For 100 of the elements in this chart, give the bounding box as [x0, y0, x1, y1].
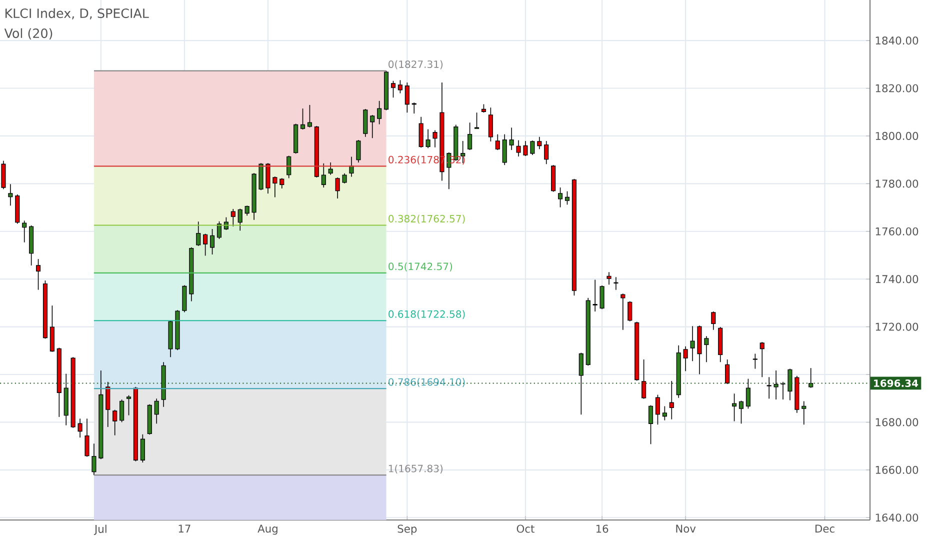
candlestick [468, 122, 472, 150]
x-tick-label: 16 [596, 524, 608, 533]
x-tick-label: 17 [178, 524, 190, 532]
y-tick-label: 1720.00 [876, 322, 918, 331]
candlestick [780, 381, 786, 400]
x-tick-label: Aug [258, 524, 278, 535]
ref-line-label: 0.618(1722.58) [388, 310, 465, 320]
candlestick [335, 177, 340, 199]
ref-line-label: 1(1657.83) [388, 464, 443, 474]
candlestick [106, 381, 110, 428]
x-tick-label: Jul [94, 524, 106, 535]
x-tick-label: Oct [516, 524, 534, 533]
candlestick [349, 156, 354, 178]
candlestick [704, 336, 709, 362]
candlestick [788, 368, 792, 401]
x-tick-label: Dec [815, 524, 834, 533]
y-tick-label: 1800.00 [876, 132, 918, 140]
candlestick [1, 160, 6, 190]
y-tick-label: 1760.00 [876, 227, 918, 236]
candlestick [766, 376, 772, 399]
candlestick [370, 114, 375, 139]
candlestick [120, 399, 124, 423]
candlestick [592, 279, 598, 312]
candlestick [418, 116, 424, 148]
ref-line-label: 0(1827.31) [388, 60, 443, 70]
candlestick [614, 276, 618, 290]
candlestick [725, 359, 730, 384]
candlestick [495, 134, 500, 150]
candlestick [154, 398, 159, 424]
ref-line-label: 1696.34 [874, 379, 918, 388]
candlestick [516, 140, 521, 157]
candlestick [606, 272, 612, 285]
candlestick [488, 107, 493, 142]
candlestick [398, 80, 402, 94]
candlestick [669, 380, 674, 420]
candlestick [578, 352, 584, 415]
candlestick [356, 140, 361, 163]
candlestick [390, 80, 396, 98]
candlestick [321, 162, 326, 188]
candlestick [286, 155, 292, 179]
y-tick-label: 1680.00 [876, 418, 918, 426]
candlestick [774, 370, 778, 400]
candlestick [203, 233, 208, 256]
candlestick [140, 434, 145, 463]
candlestick [746, 378, 750, 410]
text: KLCI Index, D, SPECIAL [6, 8, 149, 20]
candlestick [426, 128, 430, 149]
candlestick [732, 393, 737, 422]
candlestick [620, 293, 626, 330]
candlestick [655, 394, 660, 425]
candlestick [711, 311, 716, 330]
candlestick [752, 353, 758, 370]
candlestick [642, 359, 646, 400]
candlestick [432, 130, 438, 148]
x-tick-label: Sep [398, 524, 417, 535]
candlestick [648, 404, 654, 445]
candlestick [280, 178, 284, 189]
candlestick [8, 184, 13, 206]
candlestick [760, 342, 764, 378]
ref-line-label: 0.786(1694.10) [388, 378, 465, 387]
candlestick [537, 136, 542, 150]
candlestick [244, 205, 250, 216]
y-tick-label: 1640.00 [876, 514, 918, 522]
candlestick [272, 176, 278, 198]
candlestick [300, 108, 306, 130]
y-tick-label: 1740.00 [876, 275, 918, 284]
candlestick [377, 100, 382, 125]
candlestick [683, 346, 688, 372]
candlestick [78, 418, 82, 438]
candlestick [84, 418, 90, 458]
candlestick [210, 228, 215, 255]
y-tick-label: 1660.00 [876, 466, 918, 474]
candlestick [404, 82, 410, 113]
candlestick [738, 400, 744, 424]
candlestick [558, 187, 563, 208]
text: Vol (20) [4, 28, 52, 40]
candlestick [36, 258, 41, 290]
y-tick-label: 1840.00 [876, 36, 918, 45]
candlestick [363, 108, 368, 138]
y-tick-label: 1780.00 [876, 180, 918, 188]
candlestick [502, 134, 507, 166]
candlestick [802, 400, 806, 425]
ref-line-label: 0.5(1742.57) [388, 262, 452, 272]
candlestick [600, 285, 604, 310]
y-tick-label: 1820.00 [876, 84, 918, 92]
candlestick [230, 208, 236, 227]
candlestick [509, 127, 514, 150]
candlestick [126, 394, 132, 416]
candlestick [690, 326, 695, 362]
candlestick [662, 406, 667, 421]
candlestick [328, 162, 333, 176]
candlestick [628, 300, 632, 322]
candlestick [474, 112, 480, 129]
candlestick [307, 104, 312, 128]
candlestick [342, 173, 347, 184]
candlestick [22, 220, 27, 243]
candlestick [238, 208, 242, 232]
candlestick [544, 140, 549, 165]
candlestick [564, 190, 570, 206]
candlestick [530, 140, 535, 156]
